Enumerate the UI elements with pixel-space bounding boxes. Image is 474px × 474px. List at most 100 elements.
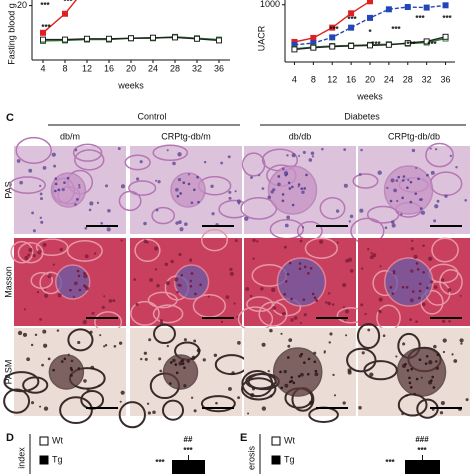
nucleus (372, 253, 377, 258)
nucleus (293, 316, 298, 320)
nucleus (401, 179, 405, 182)
nucleus (291, 203, 295, 207)
nucleus (413, 392, 417, 396)
nucleus (410, 239, 414, 242)
data-point (194, 35, 200, 42)
nucleus (409, 180, 413, 184)
data-point (348, 42, 355, 49)
nucleus (143, 351, 147, 355)
nucleus (39, 216, 43, 219)
nucleus (47, 357, 51, 361)
nucleus (100, 221, 103, 225)
nucleus (277, 175, 281, 178)
tubule (15, 136, 52, 164)
nucleus (61, 188, 65, 192)
tubule (35, 238, 69, 257)
data-point (62, 36, 68, 43)
nucleus (59, 247, 63, 252)
nucleus (436, 353, 440, 357)
series-line (294, 4, 446, 46)
nucleus (154, 268, 158, 271)
legend-label: Tg (284, 454, 295, 464)
nucleus (77, 367, 81, 370)
significance-mark: *** (385, 458, 395, 467)
nucleus (345, 334, 348, 337)
nucleus (460, 342, 463, 345)
tubule (319, 197, 346, 220)
nucleus (107, 209, 111, 213)
group-label: Diabetes (344, 111, 380, 121)
nucleus (177, 283, 181, 287)
nucleus (431, 375, 435, 379)
row-label: PAS (3, 181, 13, 198)
nucleus (434, 360, 438, 363)
nucleus (42, 165, 47, 170)
nucleus (252, 238, 256, 243)
nucleus (269, 328, 273, 333)
nucleus (176, 194, 180, 198)
nucleus (410, 367, 414, 371)
nucleus (78, 288, 82, 292)
nucleus (63, 357, 67, 361)
nucleus (402, 342, 406, 346)
nucleus (31, 211, 35, 215)
nucleus (84, 285, 87, 289)
nucleus (342, 401, 346, 405)
nucleus (453, 359, 458, 363)
nucleus (386, 186, 389, 189)
nucleus (327, 301, 332, 306)
nucleus (433, 219, 437, 223)
nucleus (196, 175, 199, 179)
nucleus (291, 185, 294, 189)
nucleus (313, 351, 317, 355)
nucleus (19, 180, 23, 185)
x-tick-label: 36 (214, 63, 224, 73)
nucleus (280, 332, 283, 335)
nucleus (364, 312, 367, 316)
nucleus (16, 159, 21, 163)
nucleus (391, 223, 396, 228)
nucleus (159, 369, 163, 373)
data-point (367, 14, 373, 21)
tubule (9, 176, 46, 194)
nucleus (231, 371, 235, 375)
legend-swatch (39, 436, 49, 446)
nucleus (39, 184, 42, 187)
nucleus (391, 292, 395, 295)
nucleus (389, 199, 393, 203)
glomerulus (276, 257, 327, 307)
nucleus (284, 173, 288, 177)
nucleus (284, 280, 288, 283)
data-point (40, 36, 46, 43)
significance-mark: *** (371, 40, 381, 49)
x-tick-label: 32 (422, 74, 432, 84)
x-axis-label: weeks (356, 91, 383, 101)
nucleus (184, 222, 188, 226)
nucleus (384, 226, 388, 229)
nucleus (286, 356, 290, 359)
tubule (152, 304, 184, 324)
nucleus (288, 338, 293, 343)
nucleus (183, 366, 186, 370)
nucleus (105, 184, 109, 188)
nucleus (308, 158, 313, 162)
nucleus (269, 394, 273, 398)
nucleus (97, 384, 101, 387)
nucleus (409, 386, 413, 389)
nucleus (53, 164, 57, 168)
nucleus (451, 353, 454, 356)
nucleus (143, 221, 147, 226)
nucleus (308, 400, 314, 406)
nucleus (420, 198, 423, 201)
significance-mark: *** (415, 14, 425, 23)
x-tick-label: 32 (192, 63, 202, 73)
nucleus (148, 338, 152, 342)
tubule (72, 143, 103, 162)
tubule (10, 240, 34, 264)
bar (405, 460, 440, 474)
nucleus (281, 312, 286, 316)
nucleus (179, 192, 182, 195)
tubule (134, 238, 161, 262)
nucleus (440, 278, 445, 282)
significance-mark: *** (391, 25, 401, 34)
